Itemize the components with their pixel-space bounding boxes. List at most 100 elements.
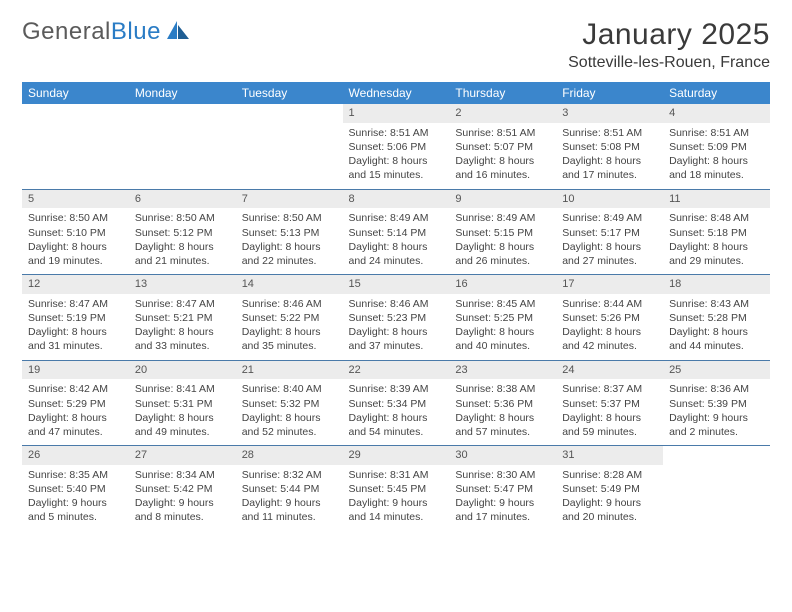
day-cell: Sunrise: 8:51 AMSunset: 5:09 PMDaylight:… xyxy=(663,123,770,189)
sunset-line: Sunset: 5:37 PM xyxy=(562,397,657,411)
day-cell: Sunrise: 8:49 AMSunset: 5:14 PMDaylight:… xyxy=(343,208,450,274)
day-cell: Sunrise: 8:37 AMSunset: 5:37 PMDaylight:… xyxy=(556,379,663,445)
sunset-line: Sunset: 5:12 PM xyxy=(135,226,230,240)
day-header-row: Sunday Monday Tuesday Wednesday Thursday… xyxy=(22,82,770,104)
sunrise-line: Sunrise: 8:49 AM xyxy=(562,211,657,225)
sunrise-line: Sunrise: 8:45 AM xyxy=(455,297,550,311)
daylight-line: Daylight: 8 hours and 26 minutes. xyxy=(455,240,550,268)
sunset-line: Sunset: 5:42 PM xyxy=(135,482,230,496)
day-cell: Sunrise: 8:51 AMSunset: 5:06 PMDaylight:… xyxy=(343,123,450,189)
sunrise-line: Sunrise: 8:38 AM xyxy=(455,382,550,396)
sunset-line: Sunset: 5:29 PM xyxy=(28,397,123,411)
day-number: 18 xyxy=(663,275,770,294)
sunset-line: Sunset: 5:08 PM xyxy=(562,140,657,154)
day-header: Monday xyxy=(129,82,236,104)
sunset-line: Sunset: 5:36 PM xyxy=(455,397,550,411)
sunset-line: Sunset: 5:07 PM xyxy=(455,140,550,154)
day-number xyxy=(236,104,343,123)
daylight-line: Daylight: 8 hours and 18 minutes. xyxy=(669,154,764,182)
daynum-row: 1234 xyxy=(22,104,770,123)
sunset-line: Sunset: 5:25 PM xyxy=(455,311,550,325)
day-number: 5 xyxy=(22,189,129,208)
day-number xyxy=(663,446,770,465)
day-number: 17 xyxy=(556,275,663,294)
daylight-line: Daylight: 8 hours and 19 minutes. xyxy=(28,240,123,268)
daylight-line: Daylight: 8 hours and 15 minutes. xyxy=(349,154,444,182)
page-header: GeneralBlue January 2025 Sotteville-les-… xyxy=(22,18,770,72)
day-cell: Sunrise: 8:50 AMSunset: 5:12 PMDaylight:… xyxy=(129,208,236,274)
day-cell: Sunrise: 8:34 AMSunset: 5:42 PMDaylight:… xyxy=(129,465,236,531)
sunrise-line: Sunrise: 8:35 AM xyxy=(28,468,123,482)
sunset-line: Sunset: 5:17 PM xyxy=(562,226,657,240)
sunset-line: Sunset: 5:15 PM xyxy=(455,226,550,240)
day-number: 27 xyxy=(129,446,236,465)
day-number: 3 xyxy=(556,104,663,123)
daylight-line: Daylight: 8 hours and 21 minutes. xyxy=(135,240,230,268)
day-number: 13 xyxy=(129,275,236,294)
day-cell: Sunrise: 8:46 AMSunset: 5:23 PMDaylight:… xyxy=(343,294,450,360)
day-header: Sunday xyxy=(22,82,129,104)
daylight-line: Daylight: 8 hours and 40 minutes. xyxy=(455,325,550,353)
day-number: 31 xyxy=(556,446,663,465)
sunset-line: Sunset: 5:14 PM xyxy=(349,226,444,240)
day-number: 1 xyxy=(343,104,450,123)
day-cell: Sunrise: 8:39 AMSunset: 5:34 PMDaylight:… xyxy=(343,379,450,445)
day-cell xyxy=(129,123,236,189)
sunrise-line: Sunrise: 8:50 AM xyxy=(135,211,230,225)
daynum-row: 19202122232425 xyxy=(22,360,770,379)
sunrise-line: Sunrise: 8:50 AM xyxy=(242,211,337,225)
sunrise-line: Sunrise: 8:39 AM xyxy=(349,382,444,396)
day-number: 21 xyxy=(236,360,343,379)
calendar-table: Sunday Monday Tuesday Wednesday Thursday… xyxy=(22,82,770,531)
day-number: 2 xyxy=(449,104,556,123)
day-number: 10 xyxy=(556,189,663,208)
sunset-line: Sunset: 5:28 PM xyxy=(669,311,764,325)
day-cell: Sunrise: 8:43 AMSunset: 5:28 PMDaylight:… xyxy=(663,294,770,360)
day-cell: Sunrise: 8:36 AMSunset: 5:39 PMDaylight:… xyxy=(663,379,770,445)
daylight-line: Daylight: 9 hours and 11 minutes. xyxy=(242,496,337,524)
day-cell xyxy=(663,465,770,531)
daylight-line: Daylight: 8 hours and 16 minutes. xyxy=(455,154,550,182)
sunset-line: Sunset: 5:44 PM xyxy=(242,482,337,496)
daynum-row: 567891011 xyxy=(22,189,770,208)
day-number: 26 xyxy=(22,446,129,465)
day-cell: Sunrise: 8:35 AMSunset: 5:40 PMDaylight:… xyxy=(22,465,129,531)
sunset-line: Sunset: 5:19 PM xyxy=(28,311,123,325)
sunrise-line: Sunrise: 8:43 AM xyxy=(669,297,764,311)
sunrise-line: Sunrise: 8:50 AM xyxy=(28,211,123,225)
day-cell: Sunrise: 8:31 AMSunset: 5:45 PMDaylight:… xyxy=(343,465,450,531)
sunset-line: Sunset: 5:09 PM xyxy=(669,140,764,154)
sunset-line: Sunset: 5:32 PM xyxy=(242,397,337,411)
calendar-page: GeneralBlue January 2025 Sotteville-les-… xyxy=(0,0,792,531)
month-title: January 2025 xyxy=(568,18,770,52)
day-cell: Sunrise: 8:28 AMSunset: 5:49 PMDaylight:… xyxy=(556,465,663,531)
brand-name: GeneralBlue xyxy=(22,18,161,46)
daynum-row: 262728293031 xyxy=(22,446,770,465)
sunrise-line: Sunrise: 8:31 AM xyxy=(349,468,444,482)
daylight-line: Daylight: 9 hours and 20 minutes. xyxy=(562,496,657,524)
day-cell: Sunrise: 8:45 AMSunset: 5:25 PMDaylight:… xyxy=(449,294,556,360)
day-header: Friday xyxy=(556,82,663,104)
daylight-line: Daylight: 8 hours and 42 minutes. xyxy=(562,325,657,353)
sunrise-line: Sunrise: 8:47 AM xyxy=(28,297,123,311)
daylight-line: Daylight: 8 hours and 57 minutes. xyxy=(455,411,550,439)
day-header: Thursday xyxy=(449,82,556,104)
day-cell: Sunrise: 8:47 AMSunset: 5:19 PMDaylight:… xyxy=(22,294,129,360)
day-cell xyxy=(22,123,129,189)
day-cell: Sunrise: 8:51 AMSunset: 5:08 PMDaylight:… xyxy=(556,123,663,189)
day-cell: Sunrise: 8:50 AMSunset: 5:13 PMDaylight:… xyxy=(236,208,343,274)
sunrise-line: Sunrise: 8:47 AM xyxy=(135,297,230,311)
sunrise-line: Sunrise: 8:42 AM xyxy=(28,382,123,396)
sunrise-line: Sunrise: 8:48 AM xyxy=(669,211,764,225)
data-row: Sunrise: 8:51 AMSunset: 5:06 PMDaylight:… xyxy=(22,123,770,189)
sunset-line: Sunset: 5:22 PM xyxy=(242,311,337,325)
data-row: Sunrise: 8:50 AMSunset: 5:10 PMDaylight:… xyxy=(22,208,770,274)
sunset-line: Sunset: 5:13 PM xyxy=(242,226,337,240)
sunset-line: Sunset: 5:39 PM xyxy=(669,397,764,411)
day-number: 28 xyxy=(236,446,343,465)
daylight-line: Daylight: 8 hours and 31 minutes. xyxy=(28,325,123,353)
sunset-line: Sunset: 5:06 PM xyxy=(349,140,444,154)
day-cell: Sunrise: 8:48 AMSunset: 5:18 PMDaylight:… xyxy=(663,208,770,274)
day-number: 19 xyxy=(22,360,129,379)
day-cell: Sunrise: 8:47 AMSunset: 5:21 PMDaylight:… xyxy=(129,294,236,360)
